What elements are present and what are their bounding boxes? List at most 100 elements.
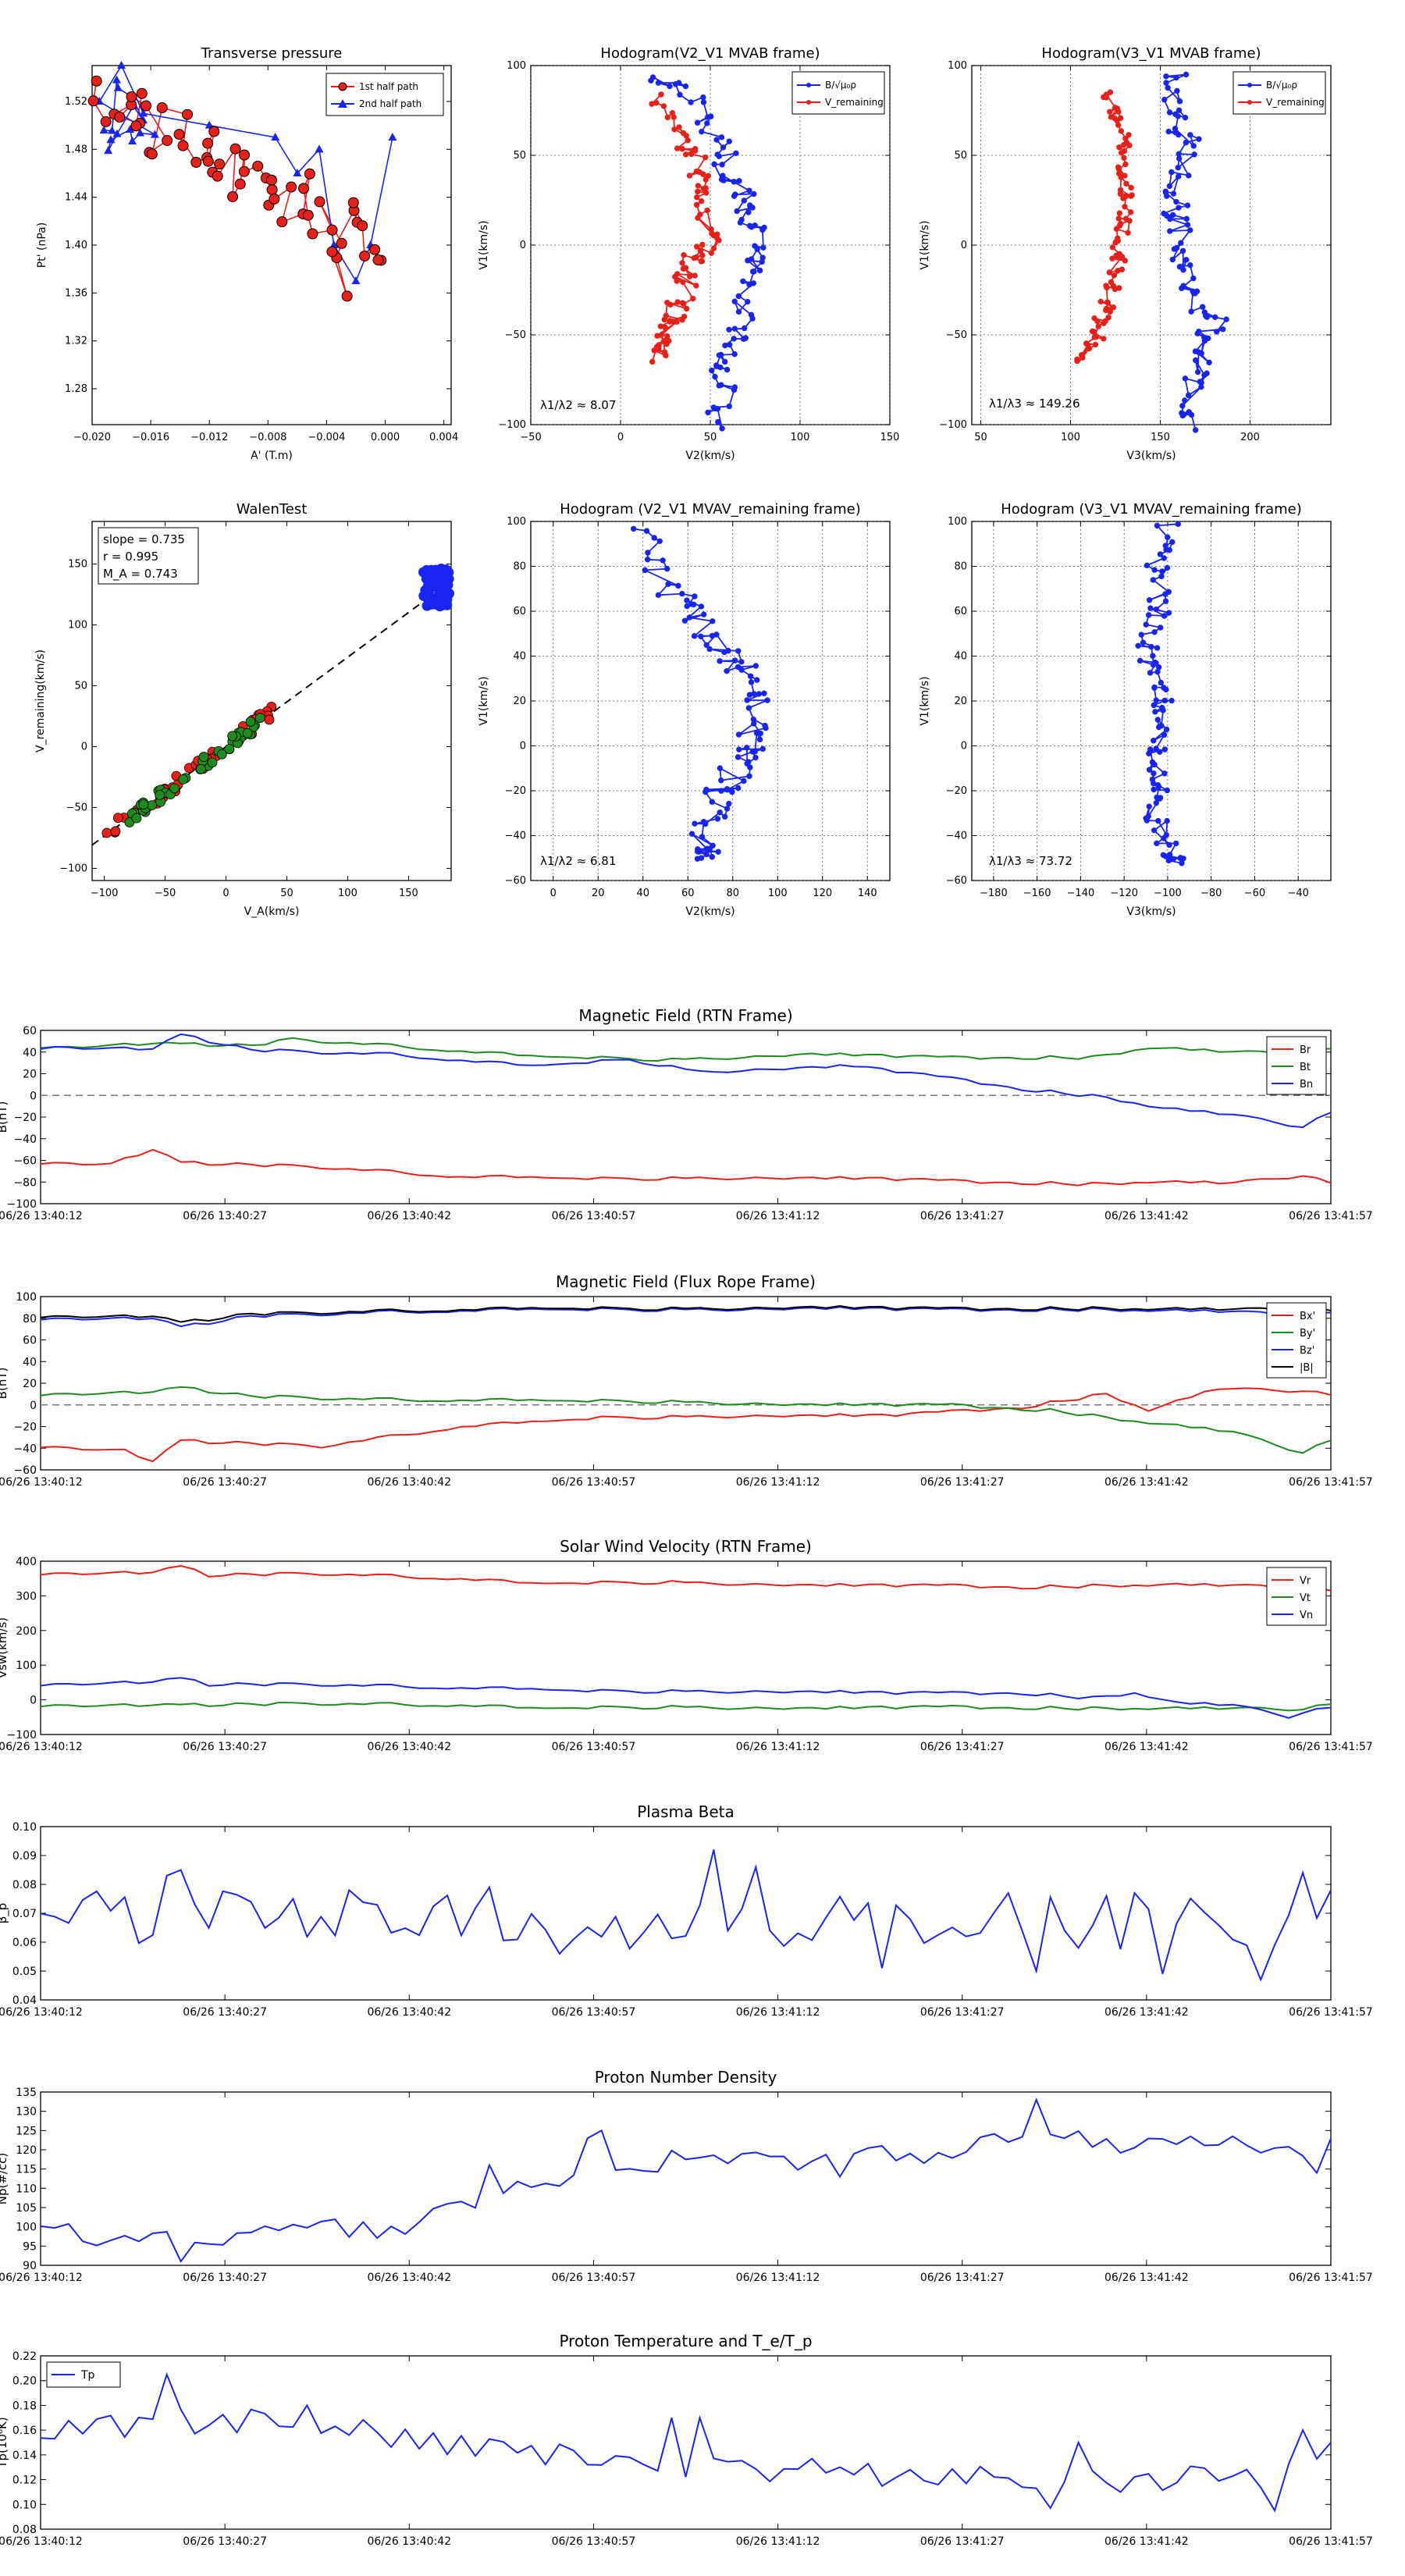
plot-frame	[91, 65, 452, 425]
data-point-b	[1145, 612, 1152, 618]
data-point-b	[1176, 155, 1183, 162]
data-point-b	[1174, 87, 1180, 94]
data-point-2nd-half	[205, 120, 214, 129]
data-point-b	[1163, 73, 1169, 80]
y-tick-label: 0.10	[12, 2499, 37, 2511]
data-point-b	[1173, 198, 1179, 205]
data-point-b	[665, 581, 671, 587]
data-point-b	[1166, 841, 1172, 849]
data-point-v	[1126, 142, 1133, 148]
y-tick-label: 400	[16, 1556, 37, 1568]
data-point-v	[660, 338, 667, 345]
data-point-1st-half	[202, 155, 214, 167]
data-point-v	[1102, 318, 1108, 324]
data-point-b	[1150, 577, 1156, 583]
x-tick-label: 150	[880, 432, 900, 443]
y-tick-label: 0	[520, 741, 526, 753]
data-point-b	[1175, 113, 1181, 119]
x-tick-label: 06/26 13:40:12	[0, 2006, 83, 2019]
data-point-b	[1136, 657, 1144, 664]
data-point-b	[1184, 202, 1191, 208]
x-tick-label: 06/26 13:41:42	[1104, 1210, 1189, 1222]
data-point-b	[1173, 840, 1179, 847]
data-point-b	[1167, 215, 1173, 222]
data-point-b	[698, 603, 705, 610]
data-point-b	[716, 153, 722, 159]
chart-h13r: −180 −160 −140 −120 −100 −80 −60 −40 −60 −40 −20 0 2…	[919, 501, 1332, 918]
y-tick-label: −100	[939, 419, 967, 431]
data-point-1st-half	[326, 246, 338, 258]
data-point-b	[1176, 205, 1182, 211]
data-point-b	[1180, 283, 1186, 289]
data-point-2nd-half	[113, 83, 123, 91]
y-tick-label: 60	[954, 606, 967, 617]
data-point-b	[645, 550, 651, 556]
data-point-b	[1161, 770, 1168, 777]
data-point-b	[749, 315, 756, 322]
y-tick-label: 1.48	[65, 144, 87, 155]
data-point-v	[1113, 226, 1120, 232]
legend-marker	[806, 100, 811, 105]
data-point-1st-half	[162, 134, 173, 146]
data-point-b	[1169, 256, 1176, 263]
x-tick-label: 140	[858, 888, 877, 899]
data-point-b	[1192, 427, 1199, 433]
data-point-b	[655, 592, 662, 599]
x-tick-label: −80	[1200, 888, 1222, 899]
y-tick-label: 20	[23, 1069, 37, 1081]
data-point-v	[653, 343, 660, 350]
data-point-v	[681, 313, 688, 320]
data-point-1st-half	[252, 160, 264, 172]
data-point-b	[700, 819, 707, 825]
data-point-b	[1140, 639, 1147, 646]
chart-tp: Proton Temperature and T_e/T_pTp(10⁶K)0.…	[0, 2332, 1373, 2548]
data-point-1st-half	[126, 91, 137, 103]
y-axis-label: V1(km/s)	[919, 676, 931, 725]
y-tick-label: −40	[946, 831, 967, 842]
data-point-b	[695, 849, 701, 855]
y-tick-label: 0.14	[12, 2450, 37, 2462]
data-point-1st-half	[91, 75, 102, 87]
data-point-b	[747, 764, 753, 770]
data-point-1st-half	[202, 137, 214, 149]
series-tp	[40, 2371, 1332, 2513]
chart-h13: 50 100 150 200 −100 −50 0 50 100 Hodogram(V3_V1 M…	[919, 45, 1332, 462]
chart-vrtn: Solar Wind Velocity (RTN Frame) Vsw(km/s)…	[0, 1537, 1373, 1753]
x-tick-label: −0.016	[132, 432, 169, 443]
data-point-v	[663, 352, 669, 359]
data-point-b	[1188, 411, 1195, 418]
data-point-b	[1164, 817, 1170, 824]
y-tick-label: 20	[513, 696, 526, 707]
x-tick-label: 50	[974, 432, 987, 443]
series-bt	[40, 1037, 1332, 1062]
x-tick-label: 150	[1151, 432, 1170, 443]
x-tick-label: 06/26 13:41:27	[920, 2272, 1005, 2284]
chart-title: Hodogram (V2_V1 MVAV_remaining frame)	[560, 501, 861, 518]
x-tick-label: 06/26 13:40:27	[183, 2535, 267, 2548]
data-point-b	[745, 258, 751, 264]
y-tick-label: −50	[505, 329, 526, 341]
y-tick-label: 120	[16, 2144, 37, 2157]
data-point-red	[110, 826, 121, 837]
x-tick-label: 06/26 13:41:12	[736, 1210, 820, 1222]
data-point-v	[704, 207, 710, 214]
data-point-b	[1178, 240, 1184, 246]
y-tick-label: −20	[13, 1421, 37, 1434]
data-point-green	[227, 731, 238, 742]
x-tick-label: 200	[1240, 432, 1260, 443]
data-point-1st-half	[173, 129, 185, 141]
stats-line: slope = 0.735	[103, 532, 185, 546]
data-point-b	[1143, 621, 1150, 628]
data-point-v	[670, 114, 677, 120]
series-b-va	[1138, 523, 1185, 864]
series-vn	[40, 1677, 1332, 1719]
x-tick-label: 06/26 13:40:27	[183, 1210, 267, 1222]
y-axis-label: β_p	[0, 1903, 10, 1924]
data-point-b	[1199, 304, 1206, 310]
data-point-b	[751, 720, 757, 727]
x-tick-label: 0.000	[371, 432, 400, 443]
data-point-1st-half	[336, 237, 347, 249]
x-tick-label: 06/26 13:40:27	[183, 2006, 267, 2019]
data-point-b	[724, 667, 730, 674]
